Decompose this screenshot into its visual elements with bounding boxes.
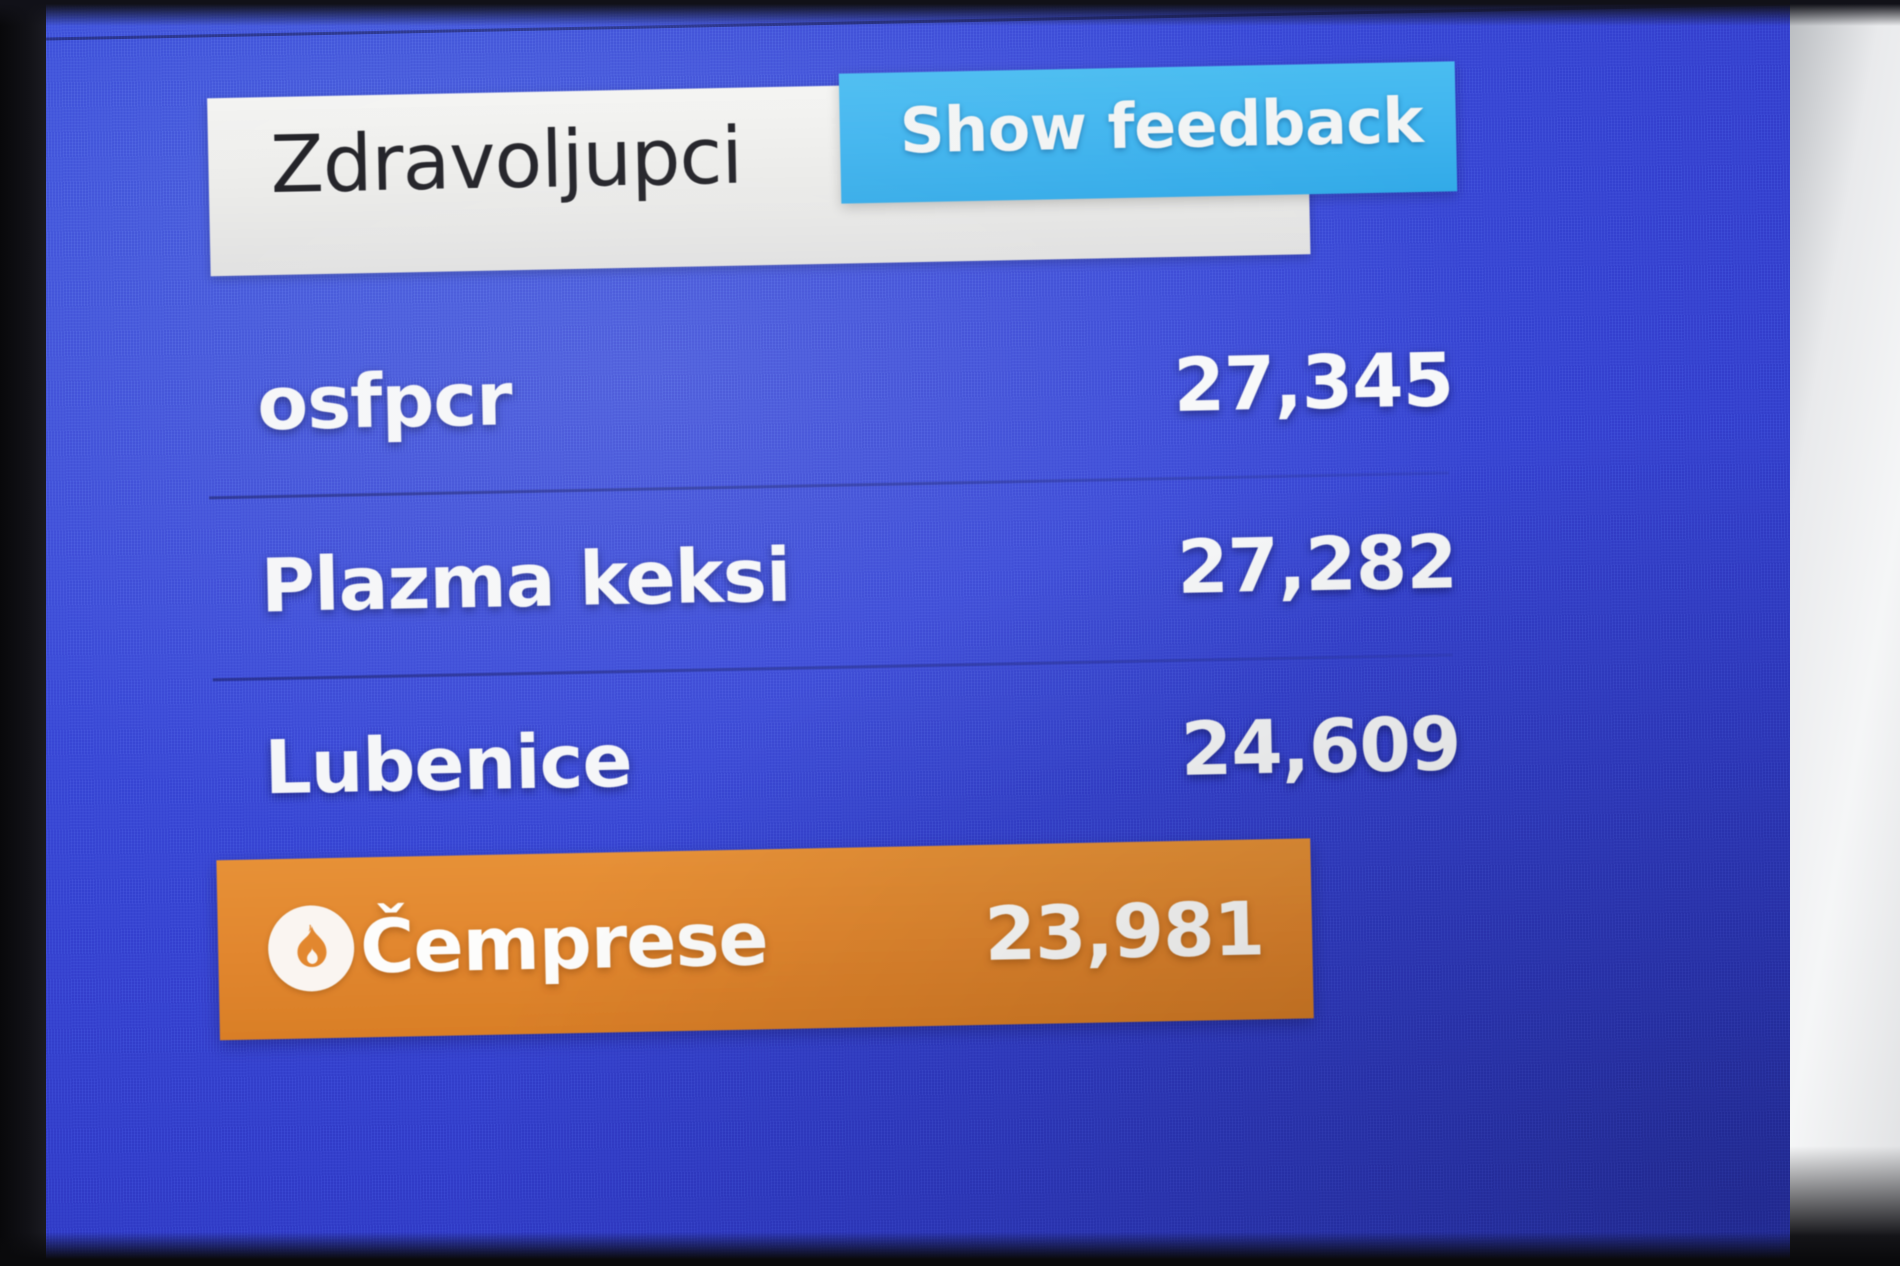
leaderboard-header: Zdravoljupci Show feedback xyxy=(207,61,1491,281)
page-title: Zdravoljupci xyxy=(269,111,743,212)
player-score: 27,345 xyxy=(1172,337,1454,429)
table-row[interactable]: Plazma keksi 27,282 xyxy=(209,471,1498,679)
player-name: Čemprese xyxy=(359,896,769,991)
leaderboard-screen: Zdravoljupci Show feedback osfpcr 27,345… xyxy=(207,61,1506,1041)
photo-top-border xyxy=(0,0,1900,26)
table-row[interactable]: osfpcr 27,345 xyxy=(211,289,1494,497)
leaderboard-rows: osfpcr 27,345 Plazma keksi 27,282 Lubeni… xyxy=(209,289,1505,1041)
photo-left-border xyxy=(0,0,46,1266)
player-score: 23,981 xyxy=(983,886,1265,978)
show-feedback-button[interactable]: Show feedback xyxy=(838,61,1458,204)
screen-surface: Zdravoljupci Show feedback osfpcr 27,345… xyxy=(9,0,1845,1266)
player-score: 27,282 xyxy=(1176,519,1458,611)
photo-right-border xyxy=(1790,0,1900,1266)
player-name: osfpcr xyxy=(256,356,513,448)
player-name: Plazma keksi xyxy=(260,532,792,630)
flame-icon xyxy=(267,904,356,993)
table-row-current-player[interactable]: Čemprese 23,981 xyxy=(216,838,1314,1041)
show-feedback-label: Show feedback xyxy=(899,83,1424,168)
player-score: 24,609 xyxy=(1179,701,1462,793)
photo-bottom-border xyxy=(0,1232,1900,1266)
player-name: Lubenice xyxy=(263,717,633,812)
table-row[interactable]: Lubenice 24,609 xyxy=(212,653,1502,861)
